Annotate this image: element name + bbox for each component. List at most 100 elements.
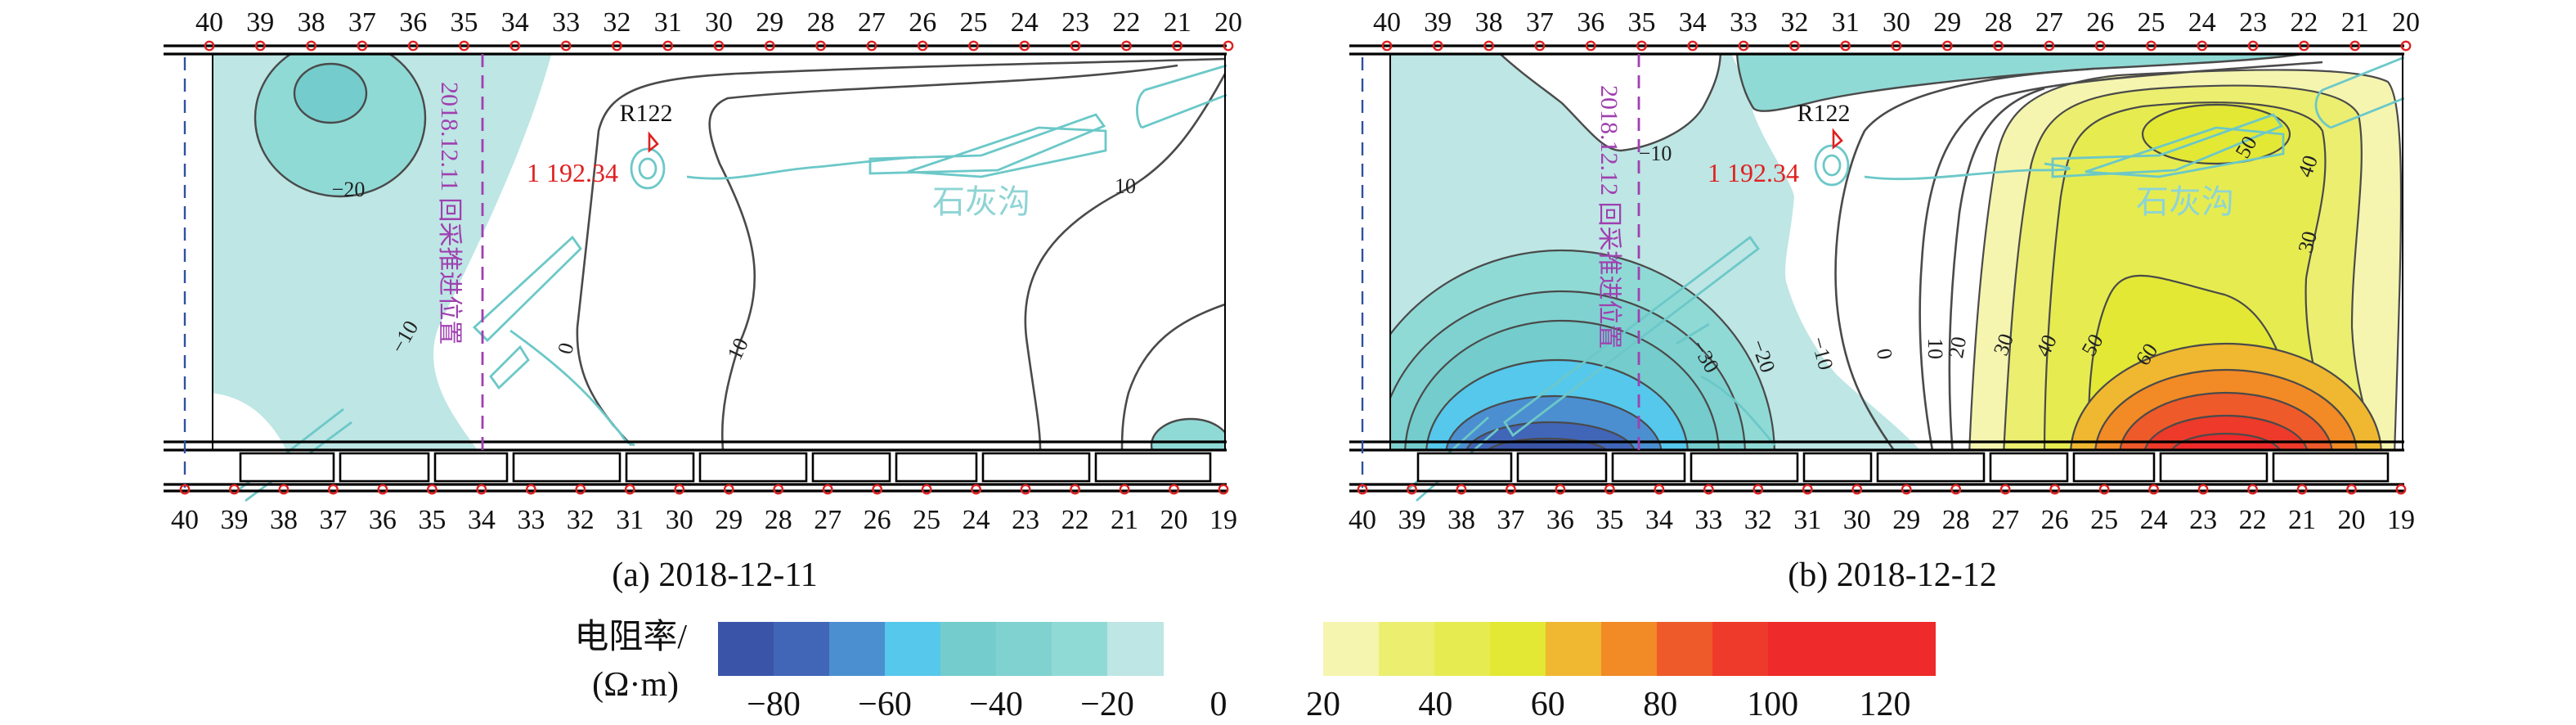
electrode-marker: [2346, 484, 2357, 495]
electrode-marker: [1119, 484, 1130, 495]
electrode-marker: [1172, 40, 1183, 52]
electrode-marker: [2197, 40, 2208, 52]
colorbar-tick-label: 60: [1531, 686, 1565, 723]
electrode-marker: [1555, 484, 1566, 495]
feature-label: 石灰沟: [2136, 183, 2234, 220]
colorbar-swatch: [1379, 622, 1435, 676]
electrode-marker: [2098, 484, 2110, 495]
x-bottom-tick-label: 35: [1595, 505, 1623, 535]
colorbar-swatch: [1434, 622, 1491, 676]
electrode-marker: [1121, 40, 1132, 52]
pillar-block: [895, 452, 978, 483]
colorbar-tick-label: 20: [1306, 686, 1340, 723]
x-top-tick-label: 20: [1214, 7, 1242, 38]
top-tick-labels: 40 39 38 37 36 35 34 33 32 31 30 29 28 27 26 25 24 23 22 21…: [1373, 7, 2420, 38]
x-bottom-tick-label: 34: [1645, 505, 1673, 535]
x-bottom-tick-label: 30: [666, 505, 693, 535]
colorbar-swatch: [996, 622, 1052, 676]
x-top-tick-label: 31: [1832, 7, 1860, 38]
x-top-tick-label: 36: [1577, 7, 1604, 38]
x-bottom-tick-label: 24: [2140, 505, 2168, 535]
panel-a-caption: (a) 2018-12-11: [612, 556, 818, 594]
contour-10a: [708, 64, 1178, 450]
electrode-marker: [179, 484, 191, 495]
electrode-marker: [1654, 484, 1665, 495]
low-resistivity-zone: [1390, 249, 1776, 450]
pillar-block: [1416, 452, 1513, 483]
colorbar-tick-label: −80: [747, 686, 801, 723]
electrode-marker: [1534, 40, 1546, 52]
electrode-marker: [662, 40, 674, 52]
electrode-marker: [229, 484, 240, 495]
x-bottom-tick-label: 29: [715, 505, 743, 535]
x-top-tick-label: 39: [246, 7, 274, 38]
colorbar-swatch: [1601, 622, 1658, 676]
x-top-tick-label: 22: [1112, 7, 1140, 38]
colorbar-swatch: [1546, 622, 1602, 676]
electrode-marker: [1999, 484, 2011, 495]
x-top-tick-label: 38: [298, 7, 325, 38]
borehole-marker-outer: [630, 147, 666, 190]
advance-position-label: 2018.12.12 回采推进位置: [1595, 85, 1622, 349]
x-bottom-tick-label: 38: [1447, 505, 1475, 535]
x-top-tick-label: 33: [1730, 7, 1757, 38]
x-bottom-tick-label: 37: [319, 505, 347, 535]
electrode-marker: [773, 484, 784, 495]
pillar-block: [512, 452, 622, 483]
electrode-marker: [1169, 484, 1179, 495]
contour-10c: [1120, 303, 1225, 450]
contour-10b: [1024, 73, 1225, 450]
electrode-marker: [1993, 40, 2004, 52]
electrode-marker: [306, 40, 316, 52]
pillar-block: [1690, 452, 1799, 483]
x-bottom-tick-label: 19: [2387, 505, 2415, 535]
limestone-gully-outline: [2051, 113, 2285, 178]
pillar-block: [1094, 452, 1212, 483]
electrode-marker: [357, 40, 368, 52]
colorbar-tick-label: 40: [1418, 686, 1452, 723]
electrode-marker: [1019, 40, 1030, 52]
pillar-block: [1876, 452, 1986, 483]
colorbar-tick-label: −60: [858, 686, 912, 723]
electrode-marker: [278, 484, 289, 495]
electrode-marker: [1703, 484, 1714, 495]
colorbar-tick-label: 100: [1747, 686, 1798, 723]
top-electrodes: [1381, 40, 2412, 52]
x-bottom-tick-label: 19: [1209, 505, 1237, 535]
colorbar-swatch: [1657, 622, 1713, 676]
electrode-marker: [426, 484, 438, 495]
electrode-marker: [1585, 40, 1596, 52]
x-top-tick-label: 29: [1933, 7, 1961, 38]
pillar-block: [1611, 452, 1686, 483]
x-bottom-tick-label: 39: [1398, 505, 1425, 535]
frame: [164, 44, 1227, 493]
pillar-block: [1516, 452, 1608, 483]
x-top-tick-label: 29: [756, 7, 783, 38]
x-bottom-tick-label: 23: [2189, 505, 2217, 535]
x-bottom-tick-label: 28: [765, 505, 792, 535]
pillar-block: [698, 452, 808, 483]
x-top-tick-label: 24: [1011, 7, 1039, 38]
electrode-marker: [921, 484, 932, 495]
x-bottom-tick-label: 36: [369, 505, 397, 535]
bottom-tick-labels: 40 39 38 37 36 35 34 33 32 31 30 29 28 27 26 25 24 23 22 21…: [171, 505, 1237, 535]
electrode-marker: [1357, 484, 1368, 495]
colorbar-swatch: [1107, 622, 1164, 676]
x-bottom-tick-label: 30: [1843, 505, 1871, 535]
electrode-marker: [971, 484, 982, 495]
electrode-marker: [2400, 40, 2412, 52]
electrode-marker: [2247, 484, 2258, 495]
contour-fills: [1390, 54, 2403, 450]
pillar-block: [625, 452, 695, 483]
electrode-marker: [1738, 40, 1749, 52]
x-top-tick-label: 33: [552, 7, 580, 38]
borehole-marker-inner: [1822, 154, 1842, 177]
electrode-marker: [575, 484, 586, 495]
colorbar-swatch: [1712, 622, 1769, 676]
x-bottom-tick-label: 31: [616, 505, 644, 535]
x-top-tick-label: 27: [858, 7, 886, 38]
electrode-marker: [1950, 484, 1962, 495]
x-top-tick-label: 24: [2188, 7, 2216, 38]
electrode-marker: [1636, 40, 1647, 52]
